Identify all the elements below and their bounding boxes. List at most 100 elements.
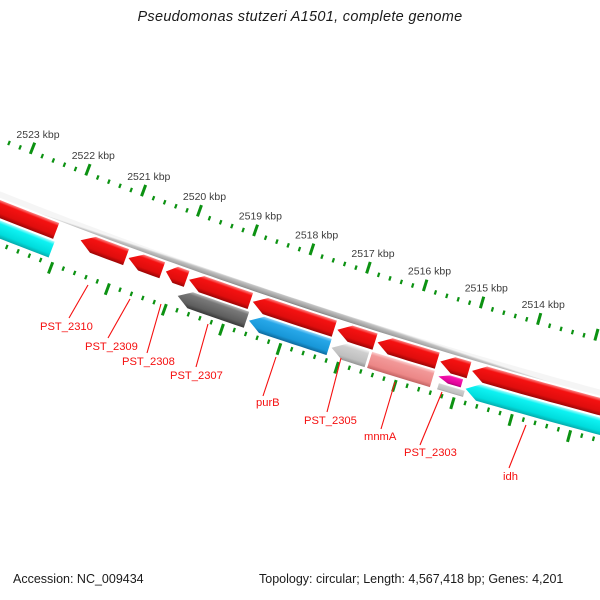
ruler-major-tick bbox=[507, 413, 514, 427]
ruler-major-tick bbox=[333, 361, 340, 374]
ruler-minor-tick bbox=[570, 329, 575, 335]
ruler-minor-tick bbox=[410, 283, 415, 288]
gene-feature-PST_2303[interactable] bbox=[438, 375, 464, 388]
gene-label-mnmA[interactable]: mnmA bbox=[364, 431, 397, 443]
ruler-label: 2516 kbp bbox=[408, 266, 451, 278]
ruler-minor-tick bbox=[243, 331, 248, 337]
gene-label-PST_2308[interactable]: PST_2308 bbox=[122, 356, 175, 368]
ruler-minor-tick bbox=[129, 187, 133, 193]
gene-feature-gene-a[interactable] bbox=[0, 192, 60, 239]
ruler-minor-tick bbox=[232, 327, 236, 333]
gene-feature-gene-i[interactable] bbox=[377, 338, 440, 369]
gene-label-line bbox=[68, 284, 89, 319]
ruler-label: 2522 kbp bbox=[72, 150, 115, 162]
ruler-minor-tick bbox=[399, 279, 404, 285]
gene-feature-PST_2308[interactable] bbox=[165, 266, 190, 287]
ruler-minor-tick bbox=[185, 207, 189, 213]
ruler-minor-tick bbox=[72, 270, 77, 276]
ruler-major-tick bbox=[218, 323, 225, 336]
gene-label-PST_2309[interactable]: PST_2309 bbox=[85, 341, 138, 353]
ruler-label: 2517 kbp bbox=[351, 248, 394, 260]
gene-label-line bbox=[262, 356, 277, 397]
ruler-major-tick bbox=[365, 261, 372, 274]
ruler-minor-tick bbox=[342, 261, 347, 267]
ruler-minor-tick bbox=[107, 179, 111, 185]
ruler-minor-tick bbox=[151, 195, 156, 201]
gene-feature-gene-h[interactable] bbox=[337, 325, 378, 350]
gene-feature-gene-j[interactable] bbox=[440, 357, 472, 379]
ruler-minor-tick bbox=[405, 383, 409, 389]
status-accession: Accession: NC_009434 bbox=[13, 572, 144, 586]
ruler-major-tick bbox=[275, 342, 283, 356]
ruler-minor-tick bbox=[286, 242, 290, 248]
ruler-major-tick bbox=[478, 296, 486, 309]
gene-feature-purB[interactable] bbox=[249, 316, 332, 356]
gene-label-PST_2305[interactable]: PST_2305 bbox=[304, 415, 357, 427]
ruler-minor-tick bbox=[388, 275, 392, 281]
ruler-minor-tick bbox=[241, 227, 245, 233]
ruler-minor-tick bbox=[174, 203, 178, 209]
ruler-minor-tick bbox=[38, 257, 43, 263]
ruler-minor-tick bbox=[556, 426, 561, 432]
gene-label-line bbox=[146, 303, 162, 354]
ruler-label: 2521 kbp bbox=[127, 171, 170, 183]
gene-feature-gene-m[interactable] bbox=[437, 383, 465, 397]
gene-feature-idh[interactable] bbox=[465, 384, 600, 439]
ruler-minor-tick bbox=[456, 296, 460, 302]
ruler-minor-tick bbox=[559, 326, 563, 332]
gene-label-PST_2310[interactable]: PST_2310 bbox=[40, 321, 93, 333]
ruler-minor-tick bbox=[16, 248, 20, 254]
ruler-minor-tick bbox=[61, 266, 66, 272]
gene-label-line bbox=[508, 424, 527, 469]
gene-feature-PST_2309[interactable] bbox=[128, 254, 166, 279]
ruler-minor-tick bbox=[118, 183, 122, 189]
gene-feature-PST_2310[interactable] bbox=[80, 236, 129, 266]
ruler-major-tick bbox=[28, 142, 37, 155]
ruler-minor-tick bbox=[186, 311, 191, 317]
ruler-minor-tick bbox=[416, 386, 421, 392]
gene-feature-gene-g[interactable] bbox=[252, 298, 337, 337]
gene-feature-gene-f[interactable] bbox=[189, 276, 254, 309]
page-title: Pseudomonas stutzeri A1501, complete gen… bbox=[137, 9, 463, 25]
ruler-minor-tick bbox=[582, 332, 586, 338]
ruler-minor-tick bbox=[580, 433, 584, 439]
ruler-minor-tick bbox=[547, 323, 552, 329]
ruler-label: 2515 kbp bbox=[465, 283, 508, 295]
gene-label-line bbox=[107, 298, 131, 339]
ruler-minor-tick bbox=[230, 223, 234, 229]
gene-feature-gene-k[interactable] bbox=[472, 366, 600, 420]
ruler-minor-tick bbox=[376, 272, 381, 278]
genome-backbone-arc bbox=[0, 191, 600, 396]
gene-feature-mnmA[interactable] bbox=[367, 351, 435, 388]
ruler-minor-tick bbox=[498, 410, 502, 416]
gene-label-PST_2303[interactable]: PST_2303 bbox=[404, 447, 457, 459]
ruler-minor-tick bbox=[140, 295, 145, 301]
ruler-label: 2523 kbp bbox=[16, 129, 59, 141]
ruler-minor-tick bbox=[4, 244, 9, 250]
ruler-major-tick bbox=[593, 328, 600, 341]
ruler-minor-tick bbox=[331, 257, 336, 263]
ruler-minor-tick bbox=[255, 335, 259, 341]
ruler-major-tick bbox=[84, 163, 92, 176]
status-genome-meta: Topology: circular; Length: 4,567,418 bp… bbox=[259, 572, 564, 586]
gene-label-purB[interactable]: purB bbox=[256, 397, 280, 409]
gene-label-line bbox=[195, 323, 209, 368]
gene-label-PST_2307[interactable]: PST_2307 bbox=[170, 370, 223, 382]
ruler-minor-tick bbox=[275, 239, 279, 245]
ruler-minor-tick bbox=[382, 376, 386, 382]
ruler-major-tick bbox=[160, 303, 168, 316]
gene-feature-PST_2307[interactable] bbox=[177, 292, 250, 328]
gene-feature-PST_2305[interactable] bbox=[331, 343, 370, 368]
ruler-minor-tick bbox=[198, 315, 202, 321]
ruler-minor-tick bbox=[525, 316, 529, 322]
gene-label-line bbox=[419, 391, 443, 446]
ruler-minor-tick bbox=[27, 253, 32, 259]
gene-feature-gene-b[interactable] bbox=[0, 209, 55, 258]
gene-label-idh[interactable]: idh bbox=[503, 471, 518, 483]
gene-label-line bbox=[326, 357, 342, 413]
ruler-minor-tick bbox=[359, 368, 363, 374]
ruler-major-tick bbox=[196, 204, 203, 217]
ruler-minor-tick bbox=[370, 372, 375, 378]
ruler-major-tick bbox=[449, 397, 456, 410]
